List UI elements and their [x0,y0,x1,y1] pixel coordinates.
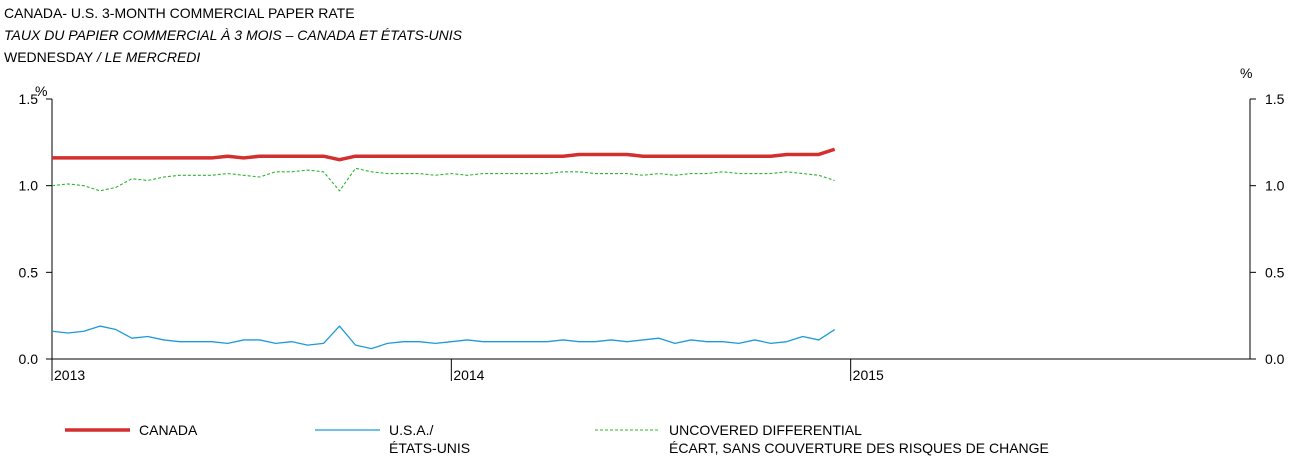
y2-tick-label: 0.5 [1265,264,1285,280]
legend-label: CANADA [139,422,198,438]
x-tick-label: 2015 [853,367,884,383]
y-tick-label: 1.5 [19,91,39,107]
y-tick-label: 0.5 [19,264,39,280]
chart-title: CANADA- U.S. 3-MONTH COMMERCIAL PAPER RA… [4,5,355,21]
y2-tick-label: 0.0 [1265,351,1285,367]
series-line [51,325,836,350]
chart-subtitle: TAUX DU PAPIER COMMERCIAL À 3 MOIS – CAN… [4,27,463,43]
y-tick-label: 0.0 [19,351,39,367]
legend-label: U.S.A./ÉTATS-UNIS [389,422,470,456]
series-line [51,167,835,192]
y2-tick-label: 1.5 [1265,91,1285,107]
frequency: WEDNESDAY / LE MERCREDI [4,49,200,65]
x-tick-label: 2014 [453,367,484,383]
series-line [52,147,836,162]
legend-label: UNCOVERED DIFFERENTIAL ÉCART, SANS COUVER… [669,422,1049,456]
y2-tick-label: 1.0 [1265,178,1285,194]
frequency-fr: / LE MERCREDI [96,49,201,65]
y2-axis-label: % [1240,65,1252,81]
frequency-en: WEDNESDAY [4,49,94,65]
x-tick-label: 2013 [54,367,85,383]
y-axis-label: % [35,83,47,99]
y-tick-label: 1.0 [19,178,39,194]
